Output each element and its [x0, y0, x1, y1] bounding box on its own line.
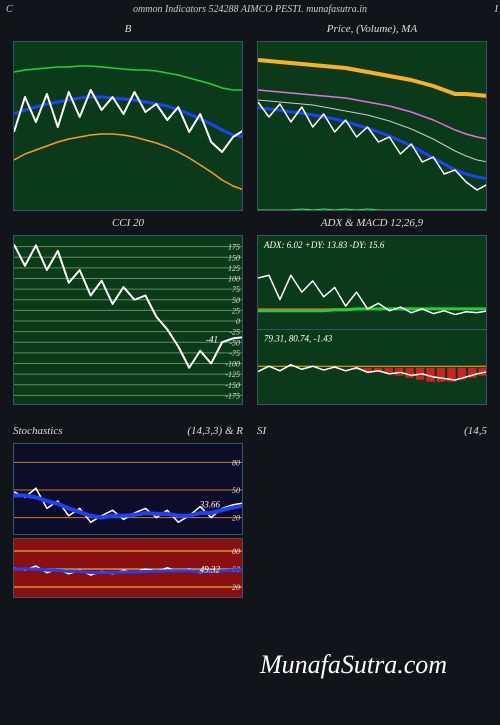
header-right: I [495, 4, 498, 15]
svg-text:80: 80 [232, 458, 240, 467]
svg-text:80: 80 [232, 547, 240, 556]
rsi-title-row: SI (14,5 [257, 425, 487, 439]
svg-text:125: 125 [228, 264, 240, 273]
svg-text:-75: -75 [229, 349, 240, 358]
svg-text:33.66: 33.66 [199, 500, 221, 510]
cci-title: CCI 20 [112, 217, 144, 231]
row-1: B Price, (Volume), MA [0, 17, 500, 211]
svg-text:-150: -150 [225, 381, 240, 390]
watermark: MunafaSutra.com [260, 650, 447, 680]
ma-title: Price, (Volume), MA [327, 23, 417, 37]
bollinger-panel [13, 41, 243, 211]
svg-text:75: 75 [232, 285, 240, 294]
rsi-title-left: SI [257, 425, 266, 439]
svg-text:100: 100 [228, 275, 240, 284]
row-3: Stochastics (14,3,3) & R 80 50 20 33.66 80 5… [0, 419, 500, 598]
svg-text:0: 0 [236, 317, 240, 326]
stoch-title-right: (14,3,3) & R [187, 425, 243, 439]
svg-text:50: 50 [232, 486, 240, 495]
svg-text:150: 150 [228, 253, 240, 262]
adx-panel: ADX: 6.02 +DY: 13.83 -DY: 15.6 79.31, 80.… [257, 235, 487, 405]
page-header: C ommon Indicators 524288 AIMCO PESTI. m… [0, 0, 500, 17]
svg-text:50: 50 [232, 296, 240, 305]
svg-text:-41: -41 [206, 334, 218, 344]
svg-text:49.32: 49.32 [200, 565, 221, 575]
header-center: ommon Indicators 524288 AIMCO PESTI. mun… [133, 4, 367, 15]
svg-text:-25: -25 [229, 328, 240, 337]
bollinger-title: B [125, 23, 132, 37]
svg-text:175: 175 [228, 243, 240, 252]
cci-panel: 1751501251007550250-25-50-75-100-125-150… [13, 235, 243, 405]
svg-text:25: 25 [232, 306, 240, 315]
row-2: CCI 20 1751501251007550250-25-50-75-100-… [0, 211, 500, 405]
header-left: C [6, 4, 13, 15]
svg-text:20: 20 [232, 514, 240, 523]
rsi-title-right: (14,5 [464, 425, 487, 439]
ma-panel [257, 41, 487, 211]
stoch-title-row: Stochastics (14,3,3) & R [13, 425, 243, 439]
svg-text:20: 20 [232, 583, 240, 592]
svg-text:-175: -175 [225, 391, 240, 400]
adx-title: ADX & MACD 12,26,9 [321, 217, 423, 231]
stoch-panel: 80 50 20 33.66 [13, 443, 243, 535]
svg-text:-125: -125 [225, 370, 240, 379]
stoch-title-left: Stochastics [13, 425, 63, 439]
svg-text:79.31, 80.74, -1.43: 79.31, 80.74, -1.43 [264, 334, 333, 344]
watermark-spacer [257, 443, 487, 535]
svg-text:ADX: 6.02 +DY: 13.83 -DY: 15.: ADX: 6.02 +DY: 13.83 -DY: 15.6 [263, 240, 385, 250]
rsi-panel: 80502049.32 [13, 538, 243, 598]
svg-text:-100: -100 [225, 360, 240, 369]
